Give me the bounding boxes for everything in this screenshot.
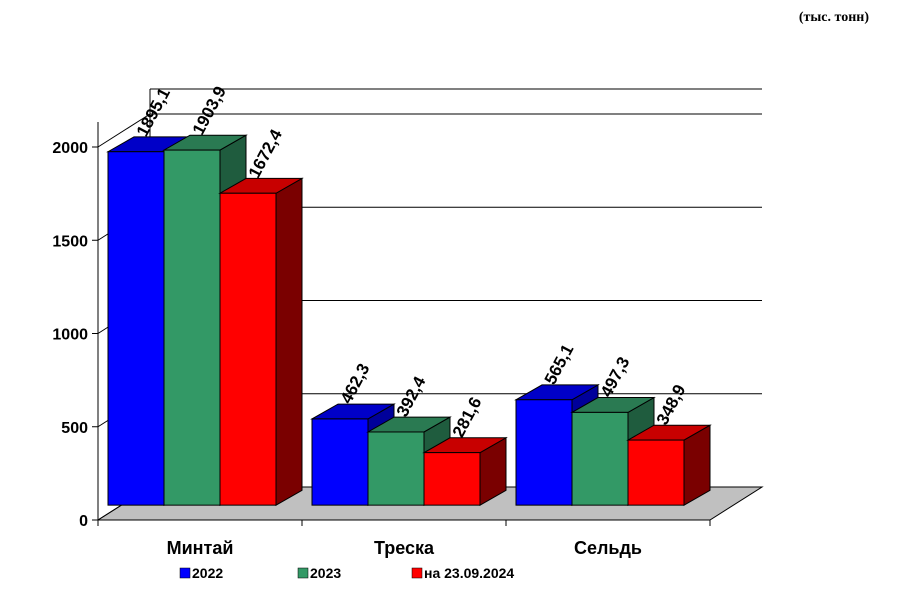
y-tick-label: 1000 (52, 327, 88, 344)
legend-label: 2022 (192, 565, 223, 581)
y-tick-depth (97, 113, 151, 148)
bar (571, 411, 629, 506)
y-tick-label: 0 (79, 513, 88, 530)
bar (219, 192, 277, 506)
bar (627, 439, 685, 506)
category-label: Сельдь (574, 538, 642, 558)
data-label: 1903,9 (189, 83, 230, 138)
bar-side (275, 177, 303, 507)
data-label: 392,4 (393, 373, 430, 420)
legend-swatch (411, 567, 423, 579)
x-axis: Минтай Треска Сельдь (167, 538, 642, 558)
bar (163, 149, 221, 506)
data-label: 462,3 (337, 360, 374, 406)
legend-swatch (179, 567, 191, 579)
y-tick-label: 500 (61, 420, 88, 437)
data-label: 1672,4 (245, 126, 286, 181)
unit-note: (тыс. тонн) (798, 10, 869, 25)
legend-label: 2023 (310, 565, 341, 581)
bar (515, 399, 573, 506)
bar (107, 151, 165, 506)
data-label: 565,1 (541, 341, 578, 387)
legend: 2022 2023 на 23.09.2024 (179, 565, 514, 581)
y-tick-label: 1500 (52, 233, 88, 250)
bar (367, 431, 425, 506)
y-tick-label: 2000 (52, 140, 88, 157)
category-label: Минтай (167, 538, 234, 558)
bars (106, 134, 712, 507)
legend-swatch (297, 567, 309, 579)
data-label: 1895,1 (133, 85, 174, 140)
legend-label: на 23.09.2024 (424, 565, 514, 581)
category-label: Треска (374, 538, 435, 558)
bar (423, 452, 481, 506)
data-label: 281,6 (449, 394, 486, 440)
bar (311, 418, 369, 506)
data-label: 348,9 (653, 381, 690, 427)
